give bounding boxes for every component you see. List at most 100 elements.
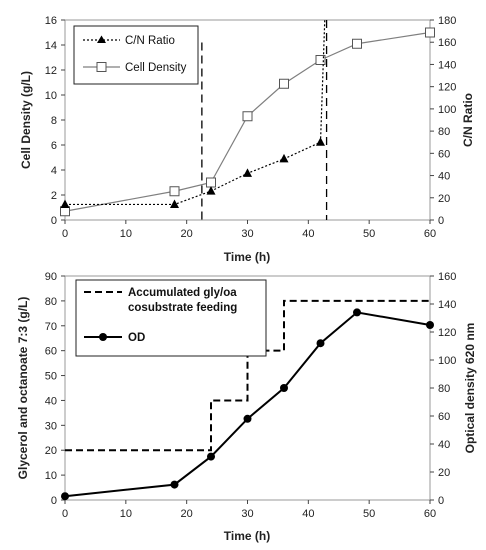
chart1-y-ticks-left: 0 2 4 6 8 10 12 14 16 (45, 15, 65, 227)
legend-cn-ratio-marker (97, 35, 106, 43)
od-point (353, 308, 361, 317)
y-left-tick-label: 12 (45, 65, 57, 77)
y-left-tick-label: 80 (45, 296, 57, 308)
od-point (61, 492, 69, 501)
y-right-tick-label: 120 (438, 327, 456, 339)
x-tick-label: 40 (302, 228, 314, 240)
cn-ratio-spike-line (319, 19, 326, 143)
od-point (207, 452, 215, 461)
cn-ratio-point (60, 199, 70, 208)
cell-density-point (206, 177, 216, 188)
legend-feeding-label-line2: cosubstrate feeding (128, 302, 237, 314)
y-left-tick-label: 14 (45, 40, 57, 52)
x-tick-label: 10 (120, 508, 132, 520)
y-right-tick-label: 80 (438, 383, 450, 395)
cell-density-point (279, 78, 289, 89)
legend-od-label: OD (128, 332, 145, 344)
y-left-tick-label: 8 (51, 115, 57, 127)
chart1-legend-box (73, 25, 199, 85)
y-right-tick-label: 20 (438, 193, 450, 205)
y-left-tick-label: 10 (45, 470, 57, 482)
cell-density-point (352, 38, 362, 49)
cn-ratio-point (243, 168, 252, 177)
x-tick-label: 50 (363, 228, 375, 240)
y-right-tick-label: 140 (438, 299, 456, 311)
y-left-tick-label: 4 (51, 165, 57, 177)
y-left-tick-label: 50 (45, 371, 57, 383)
y-left-tick-label: 90 (45, 271, 57, 283)
y-right-tick-label: 140 (438, 59, 456, 71)
legend-od-marker (99, 333, 107, 341)
y-left-tick-label: 20 (45, 445, 57, 457)
chart1-x-ticks: 0 10 20 30 40 50 60 (62, 220, 436, 240)
y-left-tick-label: 30 (45, 420, 57, 432)
y-right-tick-label: 80 (438, 126, 450, 138)
y-right-tick-label: 100 (438, 104, 456, 116)
x-tick-label: 20 (181, 508, 193, 520)
y-right-tick-label: 20 (438, 467, 450, 479)
chart2-y-axis-right-label: Optical density 620 nm (463, 323, 477, 454)
y-left-tick-label: 40 (45, 395, 57, 407)
cn-ratio-line (65, 141, 321, 206)
x-tick-label: 30 (241, 508, 253, 520)
x-tick-label: 40 (302, 508, 314, 520)
chart1-x-axis-label: Time (h) (224, 250, 270, 264)
legend-feeding-label-line1: Accumulated gly/oa (128, 287, 237, 299)
cell-density-point (315, 55, 326, 65)
y-left-tick-label: 16 (45, 15, 57, 27)
od-feeding-chart: 0 10 20 30 40 50 60 0 10 20 30 40 50 60 70 80 90 0 20 40 6… (16, 271, 477, 543)
x-tick-label: 60 (424, 228, 436, 240)
chart2-y-ticks-left: 0 10 20 30 40 50 60 70 80 90 (45, 271, 65, 507)
chart1-y-axis-left-label: Cell Density (g/L) (19, 71, 33, 169)
od-point (316, 339, 325, 348)
chart2-x-axis-label: Time (h) (224, 529, 270, 543)
od-line (64, 311, 431, 498)
cn-ratio-point (279, 153, 289, 163)
cn-ratio-point (170, 199, 179, 208)
y-right-tick-label: 160 (438, 37, 456, 49)
chart1-reference-lines (201, 20, 328, 220)
chart2-x-ticks: 0 10 20 30 40 50 60 (62, 500, 436, 520)
y-left-tick-label: 0 (51, 495, 57, 507)
x-tick-label: 50 (363, 508, 375, 520)
od-point (426, 321, 434, 329)
y-left-tick-label: 2 (51, 190, 57, 202)
cell-density-line (64, 31, 431, 212)
x-tick-label: 0 (62, 508, 68, 520)
legend-cell-density-marker (96, 62, 107, 72)
y-left-tick-label: 60 (45, 346, 57, 358)
legend-cell-density-label: Cell Density (125, 62, 187, 74)
chart2-y-axis-left-label: Glycerol and octanoate 7:3 (g/L) (16, 297, 30, 480)
chart2-y-ticks-right: 0 20 40 60 80 100 120 140 160 (430, 271, 456, 507)
chart1-legend: C/N Ratio Cell Density (73, 25, 199, 85)
chart2-legend: Accumulated gly/oa cosubstrate feeding O… (75, 279, 267, 357)
y-right-tick-label: 0 (438, 215, 444, 227)
legend-feeding-label: Accumulated gly/oa cosubstrate feeding (128, 287, 240, 314)
chart1-y-axis-right-label: C/N Ratio (461, 93, 475, 147)
y-left-tick-label: 0 (51, 215, 57, 227)
od-point (243, 414, 252, 423)
chart1-series (60, 19, 435, 217)
od-point (170, 480, 179, 489)
y-right-tick-label: 100 (438, 355, 456, 367)
x-tick-label: 30 (241, 228, 253, 240)
cell-density-point (60, 206, 70, 217)
od-point (280, 384, 288, 392)
y-right-tick-label: 120 (438, 82, 456, 94)
y-right-tick-label: 0 (438, 495, 444, 507)
cell-density-point (169, 186, 180, 197)
cn-ratio-point (206, 186, 216, 195)
chart2-series (61, 299, 434, 501)
y-left-tick-label: 6 (51, 140, 57, 152)
y-left-tick-label: 70 (45, 321, 57, 333)
y-right-tick-label: 60 (438, 411, 450, 423)
legend-cn-ratio-label: C/N Ratio (125, 35, 175, 47)
x-tick-label: 10 (120, 228, 132, 240)
cell-density-point (425, 27, 435, 38)
y-right-tick-label: 180 (438, 15, 456, 27)
x-tick-label: 0 (62, 228, 68, 240)
cell-density-point (242, 111, 253, 122)
y-right-tick-label: 160 (438, 271, 456, 283)
y-left-tick-label: 10 (45, 90, 57, 102)
